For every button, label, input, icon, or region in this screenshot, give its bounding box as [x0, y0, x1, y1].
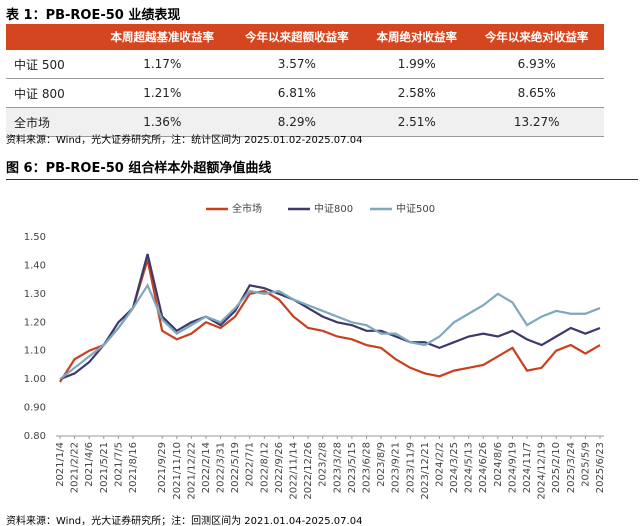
x-tick-label: 2022/2/14 — [201, 442, 212, 493]
value-cell: 8.29% — [229, 107, 365, 137]
x-tick-label: 2024/3/25 — [449, 442, 460, 493]
chart-title: 图 6：PB-ROE-50 组合样本外超额净值曲线 — [6, 157, 638, 180]
y-tick-label: 1.30 — [24, 289, 46, 300]
x-tick-label: 2024/5/13 — [464, 442, 475, 493]
x-tick-label: 2023/2/8 — [318, 442, 329, 487]
legend-label: 中证800 — [314, 202, 353, 215]
legend-label: 中证500 — [396, 202, 435, 215]
x-tick-label: 2021/4/6 — [84, 442, 95, 487]
x-tick-label: 2024/11/7 — [522, 442, 533, 493]
x-tick-label: 2021/11/10 — [172, 442, 183, 500]
row-label: 全市场 — [6, 107, 95, 137]
series-line — [59, 259, 601, 383]
x-tick-label: 2021/7/5 — [113, 442, 124, 487]
corner-cell — [6, 24, 95, 50]
header-cell: 今年以来超额收益率 — [229, 24, 365, 50]
x-tick-label: 2022/9/26 — [274, 442, 285, 493]
x-tick-label: 2021/5/21 — [99, 442, 110, 493]
x-tick-label: 2022/5/19 — [230, 442, 241, 493]
series-line — [59, 282, 601, 381]
x-tick-label: 2022/7/1 — [245, 442, 256, 487]
x-tick-label: 2023/6/28 — [361, 442, 372, 493]
x-tick-label: 2023/12/21 — [420, 442, 431, 500]
y-tick-label: 1.10 — [24, 346, 46, 357]
y-tick-label: 1.00 — [24, 374, 46, 385]
x-tick-label: 2022/3/31 — [216, 442, 227, 493]
table-row: 全市场 1.36% 8.29% 2.51% 13.27% — [6, 107, 604, 137]
y-tick-label: 1.50 — [24, 232, 46, 243]
value-cell: 3.57% — [229, 50, 365, 79]
value-cell: 8.65% — [469, 78, 604, 108]
header-cell: 今年以来绝对收益率 — [469, 24, 604, 50]
x-tick-label: 2024/9/19 — [507, 442, 518, 493]
x-tick-label: 2022/11/14 — [289, 442, 300, 500]
row-label: 中证 800 — [6, 78, 95, 108]
value-cell: 2.51% — [364, 107, 470, 137]
x-tick-label: 2025/5/9 — [580, 442, 591, 487]
legend-label: 全市场 — [232, 202, 262, 215]
x-tick-label: 2025/6/23 — [595, 442, 606, 493]
table-row: 中证 800 1.21% 6.81% 2.58% 8.65% — [6, 78, 604, 108]
value-cell: 1.99% — [364, 50, 470, 79]
x-tick-label: 2024/8/6 — [493, 442, 504, 487]
x-tick-label: 2022/8/12 — [259, 442, 270, 493]
chart-source: 资料来源：Wind，光大证券研究所；注：回测区间为 2021.01.04-202… — [6, 516, 363, 526]
value-cell: 1.36% — [95, 107, 230, 137]
value-cell: 1.17% — [95, 50, 230, 79]
x-tick-label: 2021/8/16 — [128, 442, 139, 493]
y-tick-label: 1.20 — [24, 317, 46, 328]
header-cell: 本周超越基准收益率 — [95, 24, 230, 50]
x-tick-label: 2022/12/26 — [303, 442, 314, 500]
value-cell: 6.93% — [469, 50, 604, 79]
table: 本周超越基准收益率 今年以来超额收益率 本周绝对收益率 今年以来绝对收益率 中证 500… — [6, 24, 604, 137]
header-row: 本周超越基准收益率 今年以来超额收益率 本周绝对收益率 今年以来绝对收益率 — [6, 24, 604, 50]
x-tick-label: 2023/3/28 — [332, 442, 343, 493]
y-tick-label: 0.90 — [24, 403, 46, 414]
x-tick-label: 2023/5/15 — [347, 442, 358, 493]
value-cell: 13.27% — [469, 107, 604, 137]
row-label: 中证 500 — [6, 50, 95, 79]
x-tick-label: 2025/3/24 — [566, 442, 577, 493]
table-row: 中证 500 1.17% 3.57% 1.99% 6.93% — [6, 50, 604, 79]
header-cell: 本周绝对收益率 — [364, 24, 470, 50]
y-tick-label: 1.40 — [24, 260, 46, 271]
x-tick-label: 2023/8/9 — [376, 442, 387, 487]
value-cell: 6.81% — [229, 78, 365, 108]
x-tick-label: 2024/6/26 — [478, 442, 489, 493]
value-cell: 2.58% — [364, 78, 470, 108]
x-tick-label: 2021/1/4 — [55, 442, 66, 487]
x-tick-label: 2024/12/19 — [537, 442, 548, 500]
chart: 0.80 0.90 1.00 1.10 1.20 1.30 1.40 1.50 2021/1/4… — [24, 202, 606, 500]
x-tick-label: 2021/12/22 — [186, 442, 197, 500]
x-tick-label: 2025/2/10 — [551, 442, 562, 493]
series-line — [59, 253, 601, 381]
x-tick-label: 2023/11/9 — [405, 442, 416, 493]
x-tick-label: 2024/2/2 — [434, 442, 445, 487]
x-tick-label: 2023/9/21 — [391, 442, 402, 493]
x-tick-label: 2021/2/22 — [70, 442, 81, 493]
table-title: 表 1：PB-ROE-50 业绩表现 — [6, 8, 181, 23]
y-tick-label: 0.80 — [24, 431, 46, 442]
x-tick-label: 2021/9/29 — [157, 442, 168, 493]
table-source: 资料来源：Wind，光大证券研究所，注：统计区间为 2025.01.02-202… — [6, 135, 363, 146]
value-cell: 1.21% — [95, 78, 230, 108]
